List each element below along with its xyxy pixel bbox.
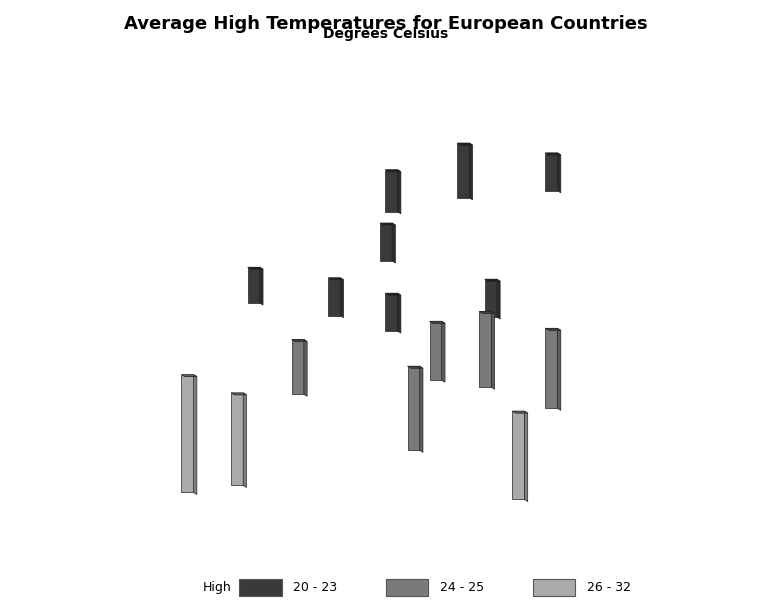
Polygon shape — [557, 153, 560, 193]
Polygon shape — [457, 143, 469, 198]
Polygon shape — [243, 393, 246, 488]
Polygon shape — [545, 153, 557, 191]
Polygon shape — [392, 223, 395, 263]
Polygon shape — [442, 321, 445, 382]
Polygon shape — [304, 339, 307, 396]
Polygon shape — [385, 170, 398, 211]
Polygon shape — [497, 279, 500, 319]
Polygon shape — [457, 143, 472, 145]
Polygon shape — [545, 328, 560, 330]
Polygon shape — [385, 293, 401, 295]
FancyBboxPatch shape — [239, 579, 282, 596]
Polygon shape — [479, 311, 491, 387]
Polygon shape — [420, 366, 423, 453]
FancyBboxPatch shape — [533, 579, 575, 596]
Text: 26 - 32: 26 - 32 — [587, 581, 631, 594]
Polygon shape — [292, 339, 304, 395]
Text: High: High — [203, 581, 232, 594]
Polygon shape — [491, 311, 495, 389]
FancyBboxPatch shape — [386, 579, 428, 596]
Polygon shape — [429, 321, 445, 324]
Polygon shape — [231, 393, 243, 485]
Polygon shape — [469, 143, 472, 200]
Polygon shape — [328, 278, 340, 316]
Polygon shape — [545, 328, 557, 408]
Polygon shape — [408, 366, 420, 450]
Text: Degrees Celsius: Degrees Celsius — [323, 27, 449, 41]
Polygon shape — [485, 279, 500, 281]
Polygon shape — [194, 375, 197, 494]
Polygon shape — [248, 267, 259, 303]
Polygon shape — [479, 311, 495, 313]
Text: 24 - 25: 24 - 25 — [440, 581, 484, 594]
Polygon shape — [557, 328, 560, 410]
Polygon shape — [181, 375, 194, 493]
Text: 20 - 23: 20 - 23 — [293, 581, 337, 594]
Polygon shape — [340, 278, 344, 318]
Text: Average High Temperatures for European Countries: Average High Temperatures for European C… — [124, 15, 648, 33]
Polygon shape — [292, 339, 307, 342]
Polygon shape — [398, 293, 401, 333]
Polygon shape — [380, 223, 392, 261]
Polygon shape — [385, 293, 398, 331]
Polygon shape — [231, 393, 246, 395]
Polygon shape — [328, 278, 344, 280]
Polygon shape — [380, 223, 395, 225]
Polygon shape — [513, 411, 528, 413]
Polygon shape — [513, 411, 524, 499]
Polygon shape — [408, 366, 423, 368]
Polygon shape — [259, 267, 263, 305]
Polygon shape — [181, 375, 197, 377]
Polygon shape — [248, 267, 263, 269]
Polygon shape — [429, 321, 442, 380]
Polygon shape — [524, 411, 528, 502]
Polygon shape — [398, 170, 401, 214]
Polygon shape — [385, 170, 401, 171]
Polygon shape — [485, 279, 497, 317]
Polygon shape — [545, 153, 560, 155]
